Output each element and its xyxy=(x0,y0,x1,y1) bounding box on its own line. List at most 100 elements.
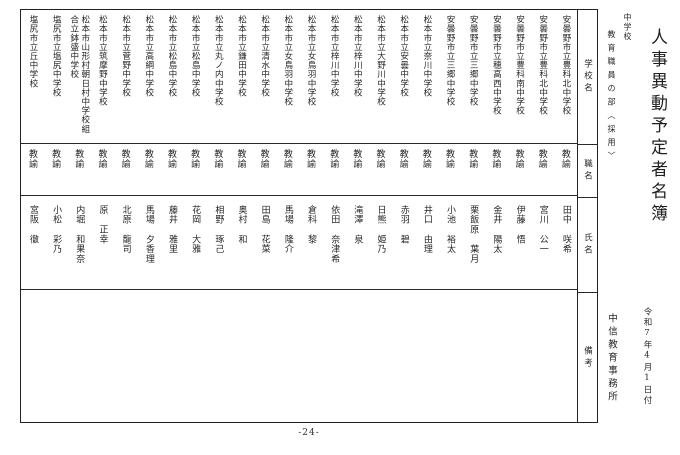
name-cell: 相野 琢己 xyxy=(206,196,230,290)
person-name: 相野 琢己 xyxy=(213,205,224,254)
header-remarks: 備考 xyxy=(578,293,597,422)
roster-column: 松本市立松島中学校 教諭 藤井 雅里 xyxy=(159,10,184,422)
remarks-cell xyxy=(554,290,577,422)
person-name: 藤井 雅里 xyxy=(166,205,177,254)
roster-column: 塩尻市立丘中学校 教諭 宮阪 徹 xyxy=(20,10,45,422)
header-name: 氏名 xyxy=(578,198,597,293)
role-cell: 教諭 xyxy=(113,144,137,196)
role-cell: 教諭 xyxy=(322,144,346,196)
header-name-label: 氏名 xyxy=(582,233,593,257)
remarks-cell xyxy=(299,290,322,422)
name-cell: 宮川 公一 xyxy=(530,196,554,290)
role-cell: 教諭 xyxy=(484,144,508,196)
name-cell: 宮阪 徹 xyxy=(20,196,45,290)
roster-column: 安曇野市立豊科南中学校 教諭 伊藤 悟 xyxy=(507,10,531,422)
school-name: 安曇野市立豊科北中学校 xyxy=(560,15,571,116)
roster-column: 松本市立梓川中学校 教諭 滝澤 泉 xyxy=(345,10,369,422)
school-name: 塩尻市立塩尻中学校 xyxy=(51,15,62,97)
remarks-cell xyxy=(137,290,160,422)
role-label: 教諭 xyxy=(119,149,130,169)
roster-column: 安曇野市立三郷中学校 教諭 栗飯原 葉月 xyxy=(461,10,485,422)
school-name: 松本市立梓川中学校 xyxy=(329,15,340,97)
roster-column: 安曇野市立豊科北中学校 教諭 宮川 公一 xyxy=(530,10,554,422)
role-cell: 教諭 xyxy=(507,144,531,196)
role-label: 教諭 xyxy=(467,149,478,169)
school-cell: 松本市立菅野中学校 xyxy=(113,10,137,144)
remarks-cell xyxy=(438,290,461,422)
role-cell: 教諭 xyxy=(461,144,485,196)
header-school-label: 学校名 xyxy=(582,59,593,95)
school-name: 安曇野市立豊科南中学校 xyxy=(514,15,525,116)
roster-column: 松本市立女鳥羽中学校 教諭 馬場 隆介 xyxy=(275,10,299,422)
name-cell: 小松 彩乃 xyxy=(44,196,68,290)
header-column: 学校名 職名 氏名 備考 xyxy=(577,10,597,422)
role-cell: 教諭 xyxy=(437,144,462,196)
roster-column: 安曇野市立豊科北中学校 教諭 田中 咲希 xyxy=(553,10,577,422)
school-cell: 松本市立女鳥羽中学校 xyxy=(298,10,323,144)
name-cell: 倉科 黎 xyxy=(298,196,323,290)
header-role: 職名 xyxy=(578,145,597,198)
role-cell: 教諭 xyxy=(345,144,369,196)
person-name: 滝澤 泉 xyxy=(352,205,363,245)
school-cell: 松本市立松島中学校 xyxy=(183,10,207,144)
roster-column: 松本市山形村朝日村中学校組合立鉢盛中学校 教諭 内堀 和果奈 xyxy=(67,10,91,422)
role-cell: 教諭 xyxy=(368,144,392,196)
roster-column: 松本市立安曇中学校 教諭 赤羽 碧 xyxy=(391,10,415,422)
role-cell: 教諭 xyxy=(136,144,160,196)
roster-column: 松本市立女鳥羽中学校 教諭 倉科 黎 xyxy=(298,10,323,422)
remarks-cell xyxy=(392,290,415,422)
remarks-cell xyxy=(461,290,484,422)
remarks-cell xyxy=(276,290,299,422)
name-cell: 田中 咲希 xyxy=(553,196,577,290)
person-name: 小松 彩乃 xyxy=(51,205,62,254)
roster-column: 松本市立筑摩野中学校 教諭 原 正幸 xyxy=(90,10,114,422)
remarks-cell xyxy=(345,290,368,422)
name-cell: 伊藤 悟 xyxy=(507,196,531,290)
roster-column: 松本市立清水中学校 教諭 田島 花菜 xyxy=(252,10,276,422)
school-name: 松本市立高綱中学校 xyxy=(143,15,154,97)
role-cell: 教諭 xyxy=(206,144,230,196)
roster-column: 塩尻市立塩尻中学校 教諭 小松 彩乃 xyxy=(44,10,68,422)
roster-column: 松本市立大野川中学校 教諭 日熊 姫乃 xyxy=(368,10,392,422)
school-cell: 安曇野市立三郷中学校 xyxy=(437,10,462,144)
name-cell: 馬場 隆介 xyxy=(275,196,299,290)
name-cell: 内堀 和果奈 xyxy=(67,196,91,290)
role-label: 教諭 xyxy=(50,149,61,169)
name-cell: 田島 花菜 xyxy=(252,196,276,290)
name-cell: 依田 奈津希 xyxy=(322,196,346,290)
role-label: 教諭 xyxy=(374,149,385,169)
role-cell: 教諭 xyxy=(553,144,577,196)
role-label: 教諭 xyxy=(165,149,176,169)
remarks-cell xyxy=(160,290,183,422)
role-cell: 教諭 xyxy=(20,144,45,196)
role-label: 教諭 xyxy=(559,149,570,169)
role-label: 教諭 xyxy=(536,149,547,169)
school-name: 松本市立菅野中学校 xyxy=(120,15,131,97)
name-cell: 金井 陽太 xyxy=(484,196,508,290)
role-cell: 教諭 xyxy=(252,144,276,196)
school-cell: 塩尻市立丘中学校 xyxy=(20,10,45,144)
page-title: 人事異動予定者名簿 xyxy=(647,28,667,226)
remarks-cell xyxy=(507,290,530,422)
role-label: 教諭 xyxy=(212,149,223,169)
school-cell: 松本市立女鳥羽中学校 xyxy=(275,10,299,144)
role-cell: 教諭 xyxy=(275,144,299,196)
remarks-cell xyxy=(531,290,554,422)
remarks-cell xyxy=(206,290,229,422)
school-cell: 松本市立大野川中学校 xyxy=(368,10,392,144)
school-cell: 松本市山形村朝日村中学校組合立鉢盛中学校 xyxy=(67,10,91,144)
date-label: 令和7年4月1日付 xyxy=(642,307,652,406)
role-label: 教諭 xyxy=(142,149,153,169)
school-name: 松本市立梓川中学校 xyxy=(352,15,363,97)
name-cell: 井口 由理 xyxy=(414,196,438,290)
person-name: 伊藤 悟 xyxy=(514,205,525,245)
role-label: 教諭 xyxy=(490,149,501,169)
role-label: 教諭 xyxy=(513,149,524,169)
remarks-cell xyxy=(253,290,276,422)
remarks-cell xyxy=(368,290,391,422)
school-name: 安曇野市立三郷中学校 xyxy=(445,15,456,106)
role-label: 教諭 xyxy=(258,149,269,169)
school-cell: 松本市立梓川中学校 xyxy=(322,10,346,144)
role-cell: 教諭 xyxy=(298,144,323,196)
